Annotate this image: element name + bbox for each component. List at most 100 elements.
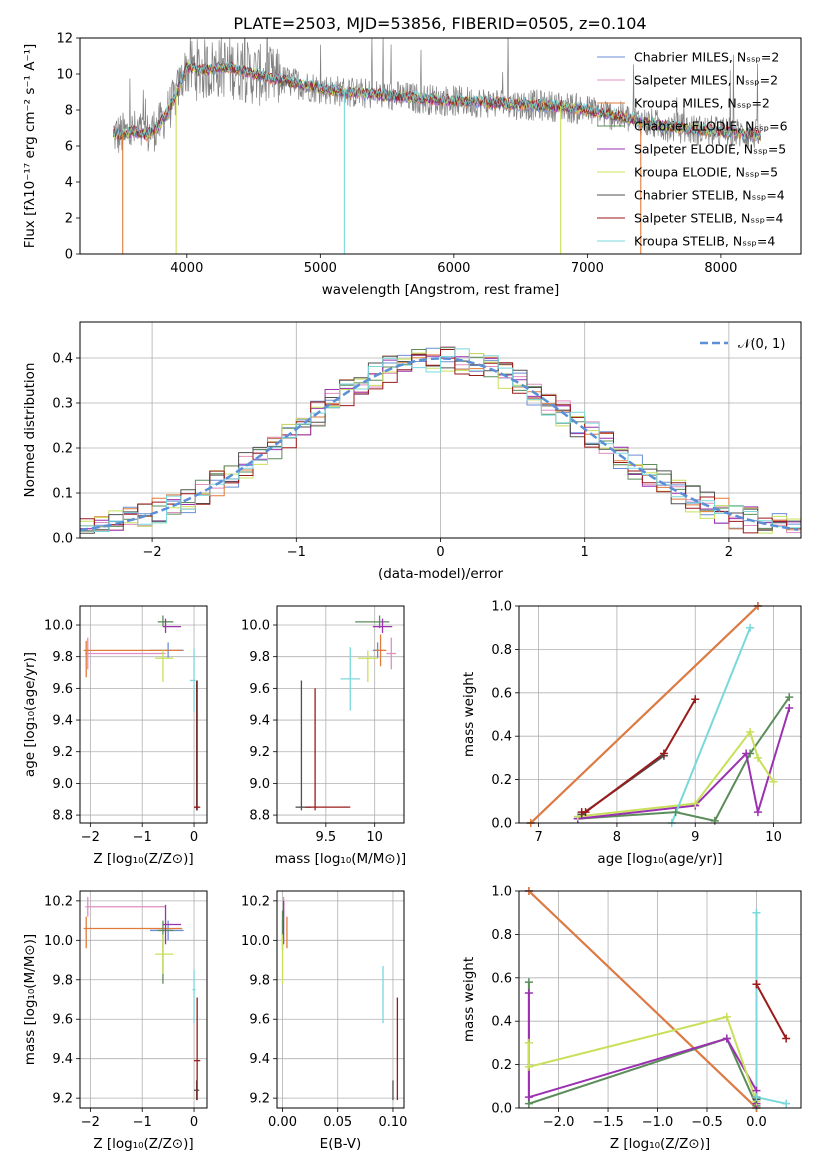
y-tick-label: 9.2 [249,1092,270,1107]
mass-weight-point [753,753,762,762]
x-tick-label: 9.5 [316,830,337,845]
mass-weight-point [746,727,755,736]
x-tick-label: −1 [133,1115,152,1130]
x-tick-label: −1 [287,545,306,560]
legend-entry: Salpeter MILES, Nₛₛₚ=2 [634,73,778,88]
y-tick-label: 9.8 [249,650,270,665]
y-tick-label: 9.2 [249,745,270,760]
y-tick-label: 0.0 [491,817,512,832]
x-tick-label: 2 [725,545,733,560]
x-axis-label: mass [log₁₀(M/M⊙)] [275,851,406,867]
legend-entry: Kroupa STELIB, Nₛₛₚ=4 [634,234,775,249]
mass-weight-point [710,816,719,825]
y-tick-label: 9.4 [52,1052,73,1067]
y-tick-label: 10.0 [44,619,73,634]
y-tick-label: 0.0 [491,1102,512,1117]
mass-weight-series [755,983,788,1098]
y-tick-label: 0.2 [491,1058,512,1073]
y-tick-label: 10 [56,68,73,83]
x-tick-label: 9 [691,830,699,845]
y-tick-label: 0.4 [52,352,73,367]
mass-weight-series [527,993,758,1104]
y-axis-label: mass [log₁₀(M/M⊙)] [22,934,38,1065]
x-tick-label: 0.10 [378,1115,407,1130]
mass-weight-point [524,1038,533,1047]
mass-weight-series [670,627,752,823]
y-tick-label: 9.0 [249,777,270,792]
y-tick-label: 1.0 [491,885,512,900]
mass-weight-point [752,1093,761,1102]
y-tick-label: 0.4 [491,1015,512,1030]
mass-weight-series [528,891,758,1108]
mass-weight-series [577,707,791,820]
y-tick-label: 9.6 [249,1013,270,1028]
y-tick-label: 0.2 [52,442,73,457]
mass-weight-point [785,703,794,712]
legend-entry: Chabrier ELODIE, Nₛₛₚ=6 [634,119,788,134]
mass-weight-point [524,1062,533,1071]
x-tick-label: −2 [143,545,162,560]
x-tick-label: −1 [133,830,152,845]
y-tick-label: 9.8 [52,650,73,665]
y-tick-label: 9.2 [52,745,73,760]
x-tick-label: 0.0 [746,1115,767,1130]
x-axis-label: Z [log₁₀(Z/Z⊙)] [93,851,193,867]
mass-weight-series [530,606,759,823]
x-tick-label: 10 [366,830,383,845]
panel-mass-weight-vs-Z: −2.0 −1.5 −1.0 −0.5 0.0 0.0 0.2 0.4 0.6 0.8 1.0 Z [… [461,885,802,1152]
mass-weight-point [722,1034,731,1043]
y-tick-label: 0.4 [491,730,512,745]
x-tick-label: 5000 [304,261,337,276]
y-tick-label: 0.8 [491,928,512,943]
y-tick-label: 9.8 [249,973,270,988]
mass-weight-point [524,978,533,987]
plot-area [113,38,762,254]
axes-frame [79,37,802,255]
mass-weight-point [524,988,533,997]
legend-entry: Chabrier STELIB, Nₛₛₚ=4 [634,188,785,203]
mass-weight-point [722,1012,731,1021]
x-axis-label: Z [log₁₀(Z/Z⊙)] [610,1136,710,1152]
y-tick-label: 0.8 [491,643,512,658]
x-tick-label: 7 [534,830,542,845]
y-tick-label: 0.6 [491,971,512,986]
y-tick-label: 9.6 [52,682,73,697]
x-tick-label: −1.0 [642,1115,674,1130]
mass-weight-point [769,777,778,786]
gaussian-curve [80,357,799,532]
legend-entry: Kroupa MILES, Nₛₛₚ=2 [634,96,770,111]
y-axis-label: Flux [fλ10⁻¹⁷ erg cm⁻² s⁻¹ A⁻¹] [22,44,38,249]
y-tick-label: 8.8 [249,809,270,824]
y-tick-label: 9.4 [249,1052,270,1067]
y-tick-label: 9.4 [52,714,73,729]
axes-frame [79,321,802,539]
figure-title: PLATE=2503, MJD=53856, FIBERID=0505, z=0… [233,14,646,33]
y-tick-label: 10.2 [44,894,73,909]
plot-area [80,346,801,534]
x-tick-label: −2.0 [543,1115,575,1130]
mass-weight-series [581,698,697,814]
legend-entry: Salpeter STELIB, Nₛₛₚ=4 [634,211,784,226]
plot-area [281,896,399,1101]
panel-spectrum: 4000 5000 6000 7000 8000 0 2 4 6 8 10 12 wavelength … [22,32,802,298]
panel-age-vs-mass: 9.5 10 8.8 9.0 9.2 9.4 9.6 9.8 10.0 mass [log₁₀(M… [241,605,406,867]
y-tick-label: 9.6 [249,682,270,697]
plot-area [83,896,201,1101]
y-tick-label: 0.1 [52,487,73,502]
mass-weight-series [755,912,787,1105]
y-tick-label: 10.0 [241,934,270,949]
axes-frame [79,605,208,824]
y-tick-label: 9.6 [52,1013,73,1028]
y-tick-label: 9.2 [52,1092,73,1107]
mass-weight-point [742,749,751,758]
x-axis-label: E(B-V) [320,1136,362,1152]
x-tick-label: 6000 [437,261,470,276]
mass-weight-point [752,980,761,989]
y-tick-label: 0 [65,248,73,263]
mass-weight-point [785,693,794,702]
y-tick-label: 9.4 [249,714,270,729]
mass-weight-point [753,808,762,817]
mass-weight-series [527,1015,758,1102]
panel-mass-weight-vs-age: 7 8 9 10 0.0 0.2 0.4 0.6 0.8 1.0 age [log₁₀(age/yr… [461,600,802,867]
